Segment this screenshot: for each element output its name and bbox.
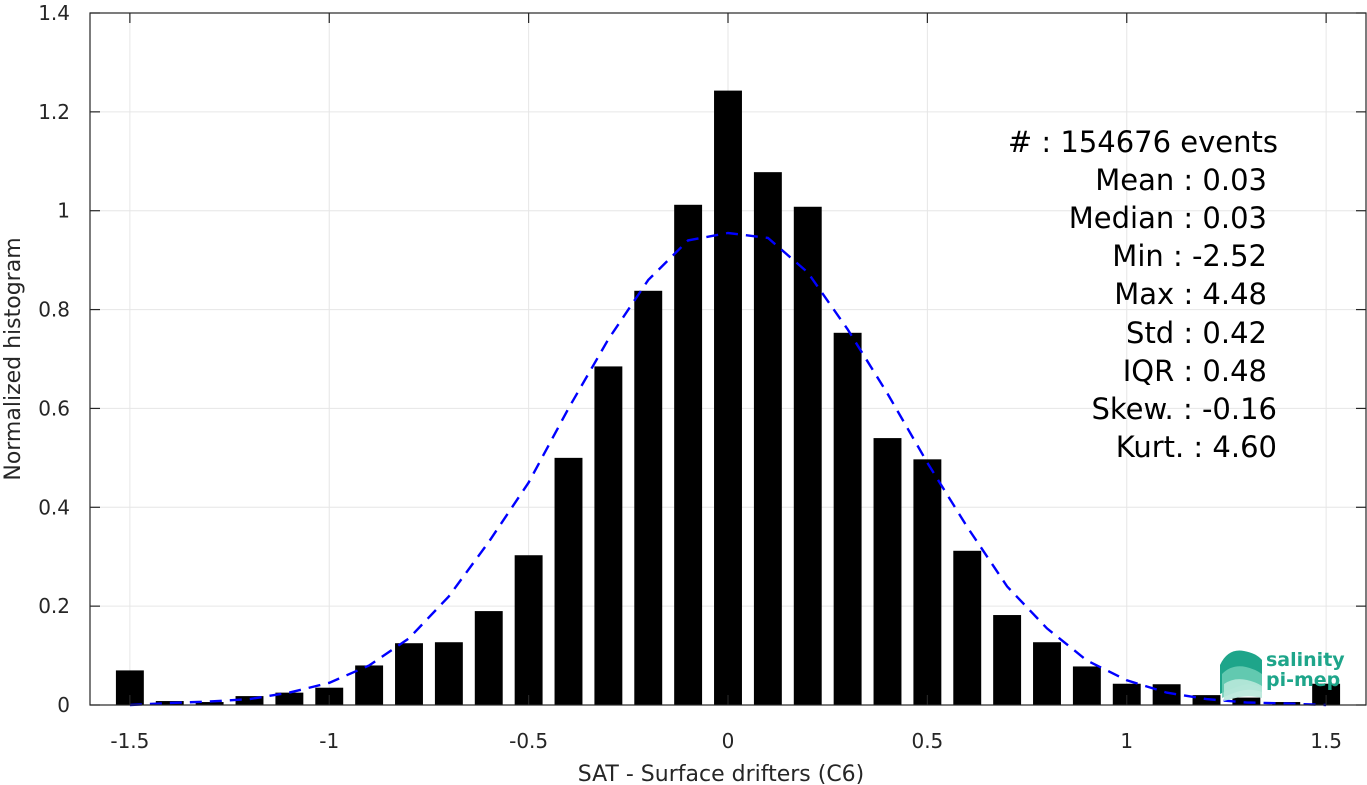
y-tick-label: 1: [57, 199, 70, 223]
stat-skew: Skew. : -0.16: [1091, 392, 1277, 426]
histogram-bar: [1152, 684, 1181, 705]
x-tick-labels: -1.5 -1 -0.5 0 0.5 1 1.5: [110, 729, 1342, 753]
gaussian-fit-curve: [129, 231, 1327, 707]
y-tick-label: 1.2: [38, 100, 70, 124]
stat-kurt: Kurt. : 4.60: [1116, 430, 1277, 464]
histogram-bar: [514, 555, 543, 705]
histogram-bar: [434, 642, 463, 705]
histogram-bar: [674, 204, 703, 706]
histogram-bar: [993, 615, 1022, 705]
y-tick-labels: 0 0.2 0.4 0.6 0.8 1 1.2 1.4: [38, 1, 70, 717]
histogram-bar: [554, 457, 583, 705]
histogram-bar: [833, 332, 862, 705]
stat-median: Median : 0.03: [1069, 201, 1267, 235]
stat-iqr: IQR : 0.48: [1123, 354, 1267, 388]
stats-box: # : 154676 events Mean : 0.03 Median : 0…: [1008, 125, 1278, 464]
histogram-bar: [873, 438, 902, 705]
histogram-bars: [115, 90, 1341, 706]
axis-ticks: [90, 12, 1366, 706]
histogram-bar: [953, 550, 982, 705]
y-tick-label: 0: [57, 693, 70, 717]
histogram-bar: [355, 665, 384, 705]
wave-logo-icon: [1220, 650, 1262, 701]
histogram-bar: [714, 90, 742, 706]
logo-text-pimep: pi-mep: [1266, 669, 1340, 691]
stat-min: Min : -2.52: [1112, 239, 1267, 273]
stat-max: Max : 4.48: [1114, 277, 1267, 311]
x-tick-label: -1.5: [110, 729, 149, 753]
x-tick-label: 0: [722, 729, 735, 753]
stat-events: # : 154676 events: [1008, 125, 1278, 159]
logo-text-salinity: salinity: [1266, 649, 1345, 671]
histogram-bar: [913, 459, 942, 705]
x-tick-label: -0.5: [509, 729, 548, 753]
histogram-bar: [793, 206, 822, 705]
histogram-bar: [275, 692, 304, 705]
histogram-bar: [395, 643, 423, 705]
y-tick-label: 0.4: [38, 495, 70, 519]
histogram-bar: [155, 701, 184, 705]
y-tick-label: 0.6: [38, 396, 70, 420]
histogram-bar: [195, 702, 224, 705]
stat-mean: Mean : 0.03: [1095, 163, 1267, 197]
histogram-bar: [1033, 642, 1061, 705]
y-tick-label: 0.2: [38, 594, 70, 618]
x-tick-label: -1: [319, 729, 339, 753]
histogram-bar: [1072, 666, 1101, 705]
histogram-bar: [1232, 697, 1261, 705]
histogram-bar: [1312, 683, 1341, 705]
x-tick-label: 0.5: [911, 729, 943, 753]
stat-std: Std : 0.42: [1126, 316, 1267, 350]
salinity-pi-mep-logo: salinity pi-mep: [1220, 649, 1345, 701]
y-axis-label: Normalized histogram: [1, 237, 26, 480]
histogram-bar: [474, 611, 503, 705]
histogram-bar: [1112, 683, 1141, 705]
histogram-bar: [235, 696, 264, 705]
histogram-bar: [594, 366, 623, 705]
y-tick-label: 0.8: [38, 298, 70, 322]
histogram-bar: [753, 172, 782, 705]
histogram-bar: [634, 290, 663, 705]
x-tick-label: 1.5: [1310, 729, 1342, 753]
y-tick-label: 1.4: [38, 1, 70, 25]
x-tick-label: 1: [1120, 729, 1133, 753]
x-axis-label: SAT - Surface drifters (C6): [578, 762, 865, 785]
